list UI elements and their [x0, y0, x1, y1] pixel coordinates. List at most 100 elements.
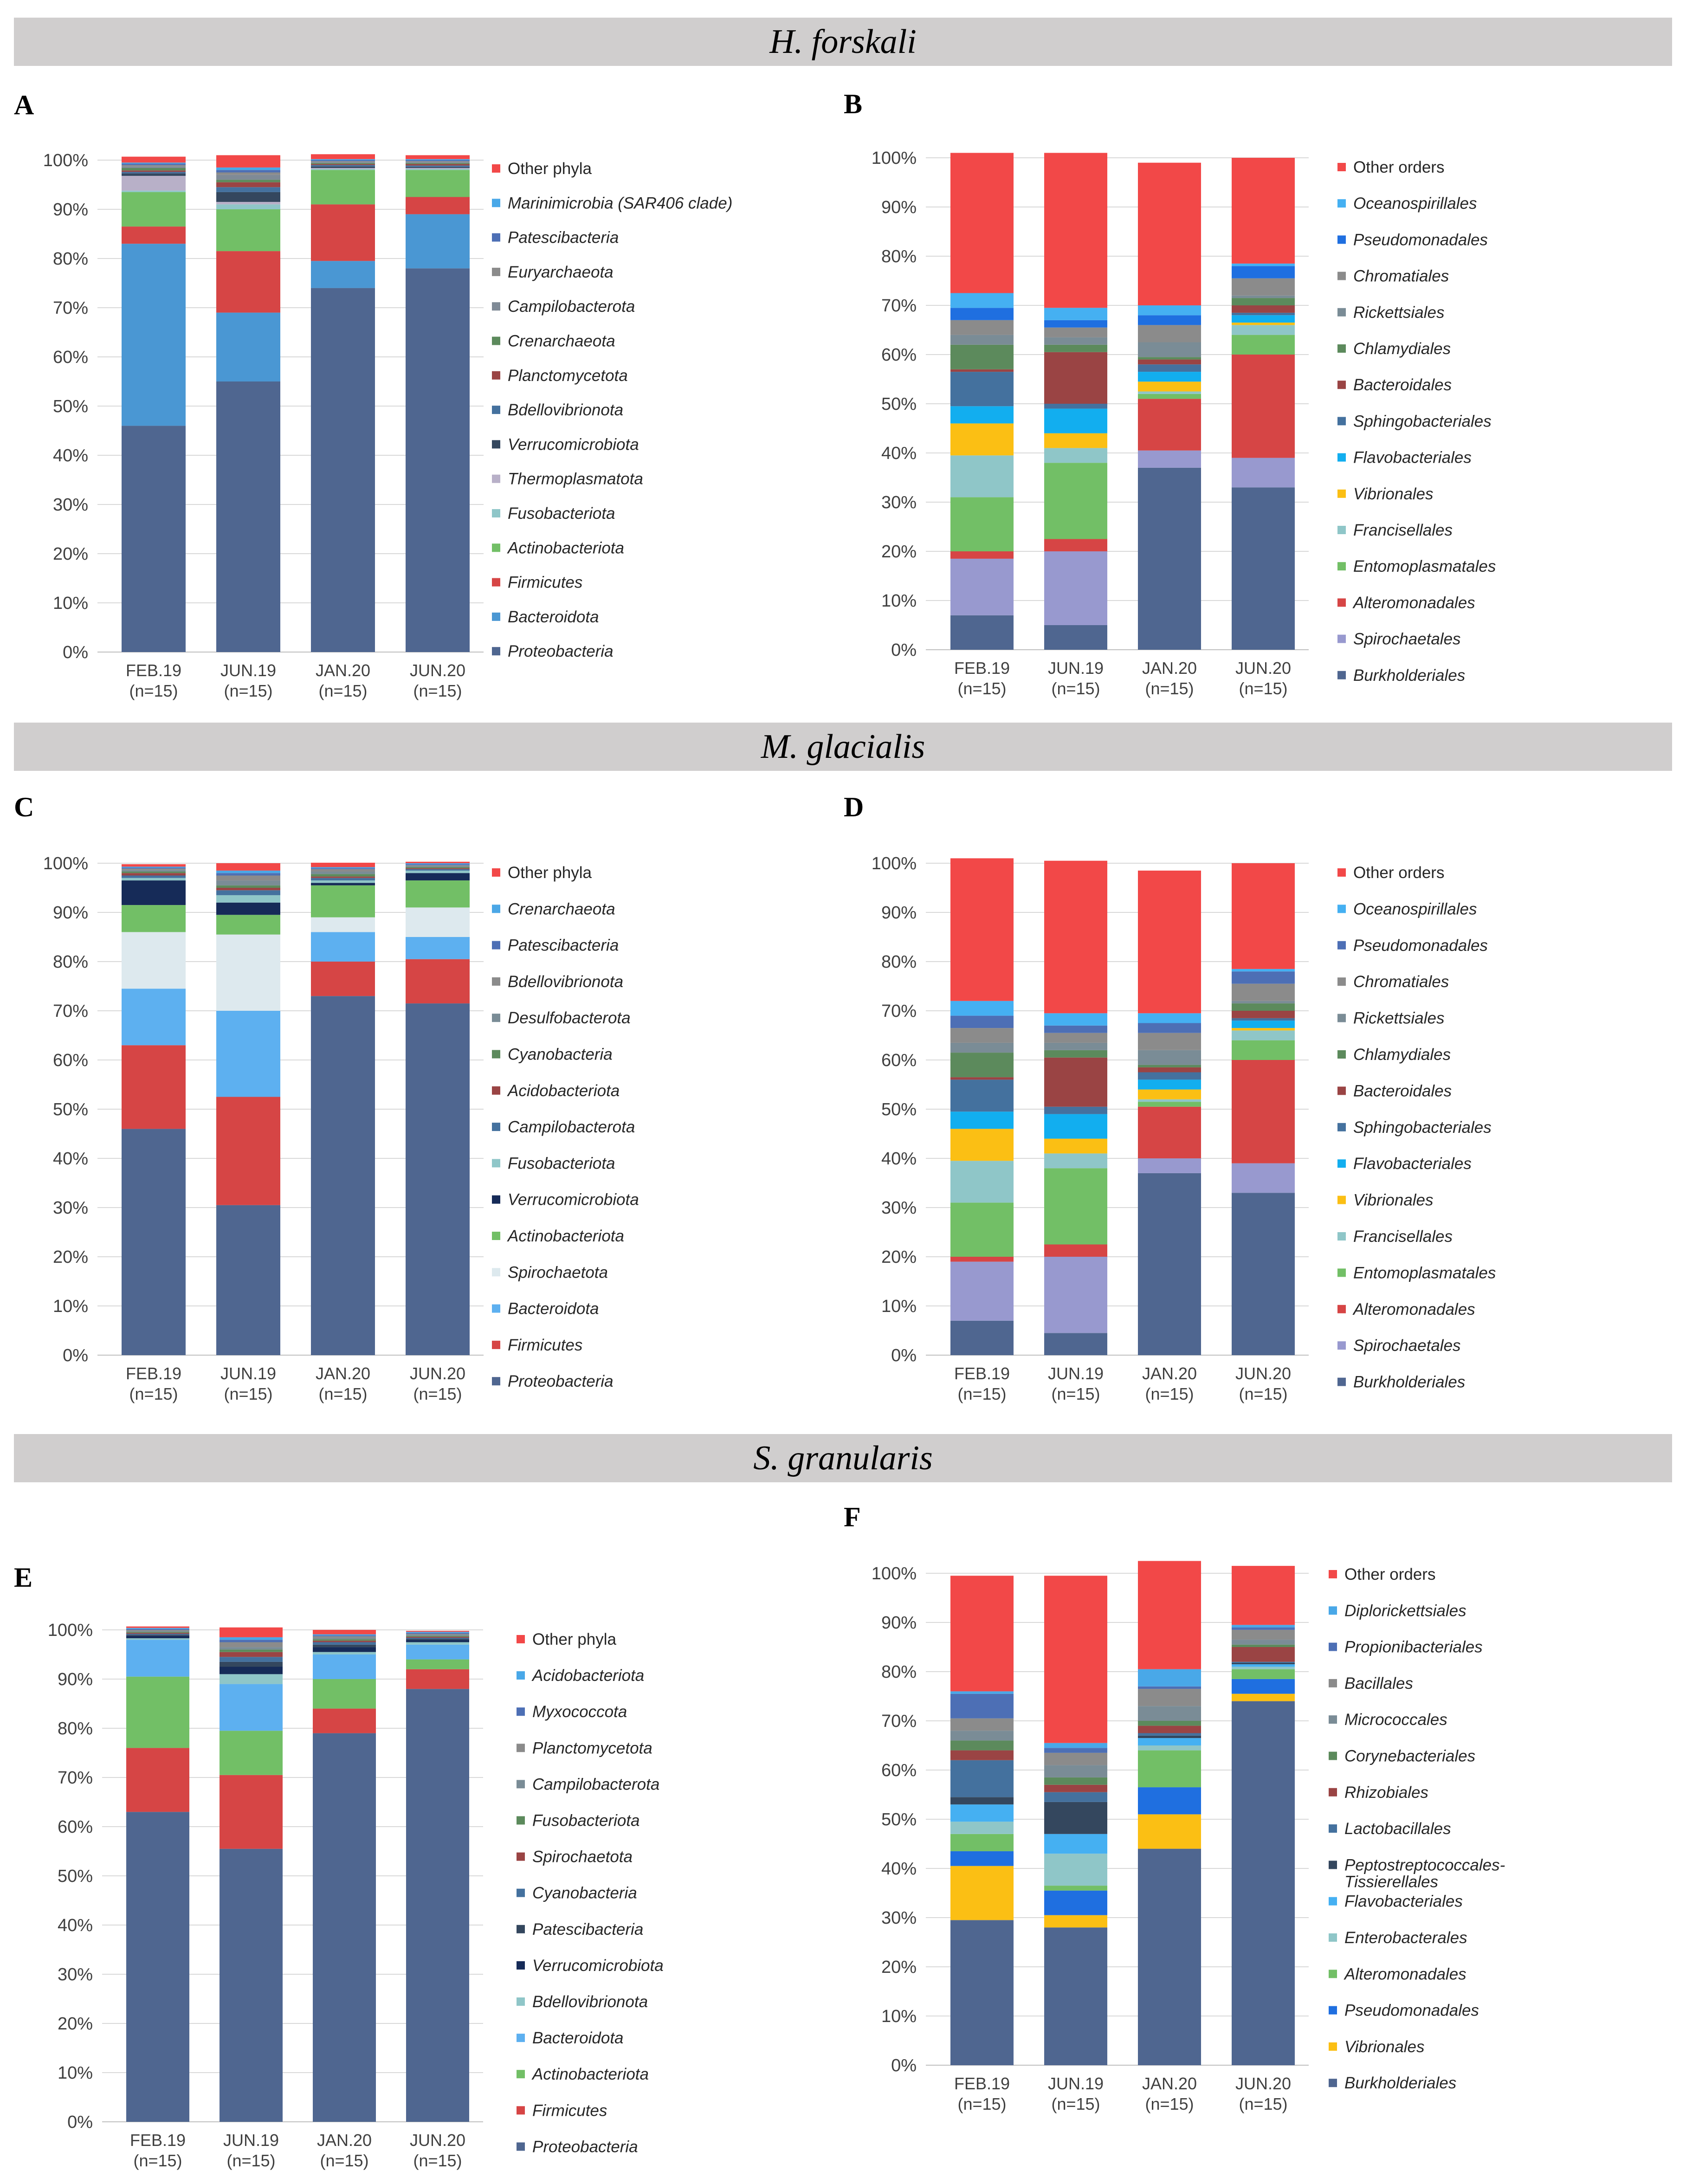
bar-segment: [1232, 1001, 1295, 1004]
bar-segment: [406, 1640, 469, 1642]
bar-segment: [1138, 1706, 1201, 1721]
bar-segment: [220, 1684, 283, 1731]
legend-swatch: [517, 1744, 525, 1752]
x-tick-label: JUN.20: [410, 1364, 465, 1383]
bar-segment: [216, 202, 280, 205]
y-tick-label: 70%: [58, 1768, 93, 1788]
y-tick-label: 80%: [53, 952, 88, 972]
bar-segment: [122, 932, 186, 989]
legend-swatch: [1337, 163, 1346, 171]
bar-segment: [406, 870, 470, 873]
bar-segment: [311, 166, 375, 168]
bar-segment: [311, 996, 375, 1355]
y-tick-label: 50%: [53, 397, 88, 416]
legend-label: Tissierellales: [1344, 1873, 1438, 1891]
y-tick-label: 80%: [53, 249, 88, 269]
legend-swatch: [492, 1050, 500, 1059]
bar-segment: [406, 1637, 469, 1639]
bar-segment: [1044, 1138, 1107, 1154]
bar-segment: [126, 1812, 189, 2122]
y-tick-label: 40%: [881, 1859, 917, 1879]
bar-segment: [406, 1633, 469, 1634]
y-tick-label: 100%: [43, 151, 88, 170]
y-tick-label: 10%: [58, 2063, 93, 2083]
legend-swatch: [517, 2034, 525, 2042]
legend-label: Oceanospirillales: [1353, 900, 1477, 918]
y-tick-label: 0%: [63, 1346, 88, 1365]
bar-segment: [406, 1631, 469, 1632]
legend-swatch: [1329, 1570, 1337, 1578]
bar-segment: [311, 162, 375, 163]
legend-label: Pseudomonadales: [1353, 937, 1488, 955]
legend-swatch: [492, 474, 500, 483]
bar-segment: [1232, 1163, 1295, 1193]
legend-label: Burkholderiales: [1353, 1373, 1465, 1391]
bar-segment: [1138, 1079, 1201, 1090]
bar-segment: [122, 166, 186, 168]
bar-segment: [950, 1834, 1014, 1851]
bar-segment: [406, 197, 470, 214]
bar-segment: [950, 558, 1014, 615]
bar-segment: [122, 878, 186, 881]
bar-segment: [950, 308, 1014, 320]
legend-label: Other phyla: [508, 864, 592, 882]
bar-segment: [311, 164, 375, 165]
bar-segment: [220, 1637, 283, 1640]
legend-swatch: [492, 371, 500, 380]
bar-segment: [313, 1630, 376, 1635]
bar-segment: [220, 1657, 283, 1662]
x-tick-label: JUN.19: [223, 2131, 279, 2150]
bar-segment: [313, 1652, 376, 1654]
bar-segment: [1232, 1679, 1295, 1694]
bar-segment: [1044, 1854, 1107, 1886]
bar-segment: [1232, 315, 1295, 323]
x-tick-label: JAN.20: [316, 661, 370, 680]
legend-swatch: [1337, 562, 1346, 571]
bar-segment: [311, 932, 375, 962]
legend-label: Other orders: [1344, 1565, 1435, 1583]
bar-segment: [1044, 327, 1107, 337]
bar-segment: [1138, 1814, 1201, 1849]
panel-letter-d: D: [844, 792, 864, 822]
x-tick-label: (n=15): [224, 1384, 272, 1403]
bar-segment: [1232, 298, 1295, 305]
bar-segment: [1232, 323, 1295, 325]
bar-segment: [122, 156, 186, 163]
bar-segment: [313, 1641, 376, 1642]
legend-label: Alteromonadales: [1352, 594, 1475, 612]
bar-segment: [216, 1097, 280, 1205]
y-tick-label: 30%: [881, 1908, 917, 1928]
legend-swatch: [1329, 1970, 1337, 1978]
chart-panel-e: 0%10%20%30%40%50%60%70%80%90%100%FEB.19(…: [48, 1621, 664, 2170]
bar-segment: [313, 1647, 376, 1652]
y-tick-label: 50%: [881, 394, 917, 414]
bar-segment: [1232, 1040, 1295, 1060]
bar-segment: [406, 168, 470, 169]
legend-label: Alteromonadales: [1352, 1300, 1475, 1318]
legend-label: Euryarchaeota: [508, 263, 614, 281]
bar-segment: [216, 1011, 280, 1097]
legend-swatch: [492, 578, 500, 587]
bar-segment: [406, 861, 470, 863]
bar-segment: [406, 163, 470, 164]
legend-label: Flavobacteriales: [1353, 449, 1472, 467]
bar-segment: [406, 1635, 469, 1637]
legend-label: Bdellovibrionota: [508, 973, 623, 991]
bar-segment: [216, 902, 280, 915]
legend-label: Planctomycetota: [508, 367, 628, 385]
bar-segment: [1044, 404, 1107, 409]
bar-segment: [126, 1631, 189, 1632]
legend-swatch: [1337, 868, 1346, 877]
legend-swatch: [1329, 1679, 1337, 1687]
bar-segment: [1044, 625, 1107, 650]
bar-segment: [1232, 1661, 1295, 1663]
legend-swatch: [492, 199, 500, 207]
legend-label: Oceanospirillales: [1353, 194, 1477, 213]
legend-swatch: [517, 2106, 525, 2115]
y-tick-label: 90%: [58, 1670, 93, 1689]
legend-swatch: [1337, 344, 1346, 353]
legend-label: Vibrionales: [1353, 1191, 1434, 1209]
x-tick-label: (n=15): [1145, 2094, 1194, 2113]
x-tick-label: (n=15): [318, 681, 367, 700]
bar-segment: [122, 870, 186, 872]
